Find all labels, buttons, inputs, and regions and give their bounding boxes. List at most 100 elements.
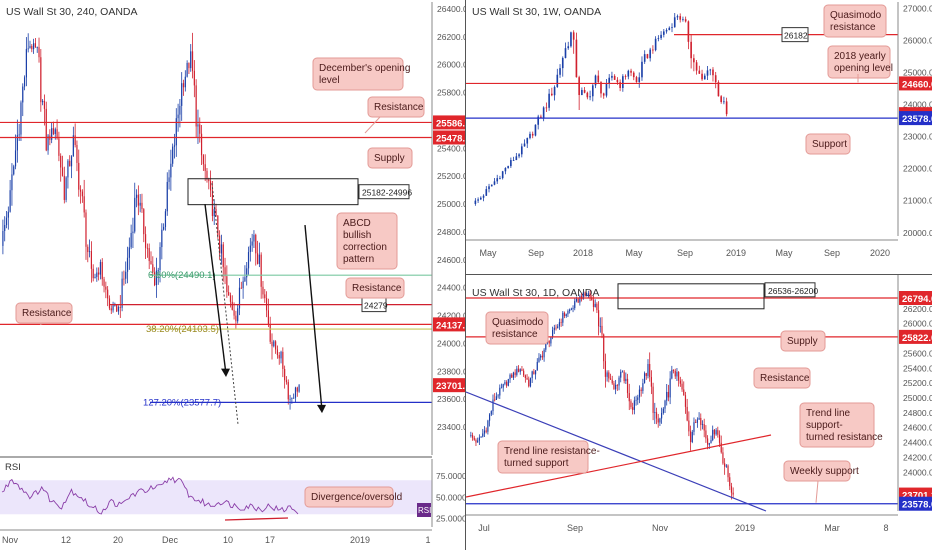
candle-body bbox=[119, 307, 121, 308]
candle-body bbox=[712, 69, 714, 76]
weekly-x-axis-tick-label: May bbox=[775, 248, 793, 258]
candle-body bbox=[29, 45, 31, 49]
candle-body bbox=[650, 377, 652, 387]
candle-body bbox=[146, 247, 148, 249]
candle-body bbox=[579, 296, 581, 303]
candle-body bbox=[197, 124, 199, 127]
weekly-x-axis-tick-label: May bbox=[479, 248, 497, 258]
candle-body bbox=[251, 241, 253, 246]
candle-body bbox=[630, 70, 632, 73]
candle-body bbox=[275, 341, 277, 350]
candle-body bbox=[202, 155, 204, 165]
candle-body bbox=[652, 386, 654, 413]
candle-body bbox=[621, 371, 624, 373]
daily-callout-quasimodo-box bbox=[485, 311, 549, 345]
daily-chart-panel[interactable]: US Wall St 30, 1D, OANDA 26536-26200 Quasi… bbox=[466, 275, 932, 550]
candle-body bbox=[128, 247, 130, 258]
daily-x-axis-tick-label: Jul bbox=[478, 523, 490, 533]
h4-y-axis-tick-label: 25800.0 bbox=[437, 88, 466, 98]
candle-body bbox=[219, 235, 221, 254]
candle-body bbox=[537, 116, 540, 125]
candle-body bbox=[103, 279, 105, 287]
weekly-y-axis-tick-label: 21000.0 bbox=[903, 196, 932, 206]
h4-chart[interactable]: US Wall St 30, 240, OANDA 127.20%(23577.7… bbox=[0, 0, 466, 550]
h4-tag-last: 23701.2 bbox=[436, 381, 466, 392]
h4-tag-25478: 25478.0 bbox=[436, 133, 466, 144]
candle-body bbox=[485, 430, 487, 432]
daily-y-axis-tick-label: 25600.0 bbox=[903, 348, 932, 358]
candle-body bbox=[483, 430, 486, 434]
candle-body bbox=[67, 160, 69, 178]
candle-body bbox=[652, 49, 654, 51]
candle-body bbox=[555, 327, 557, 329]
h4-x-axis-tick-label: 20 bbox=[113, 535, 123, 545]
candle-body bbox=[173, 145, 176, 147]
candle-body bbox=[725, 465, 727, 467]
weekly-chart-panel[interactable]: US Wall St 30, 1W, OANDA 26182 Quasimodo re… bbox=[466, 0, 932, 275]
candle-body bbox=[674, 370, 676, 377]
candle-body bbox=[482, 433, 484, 437]
candle-body bbox=[264, 294, 266, 299]
candle-body bbox=[477, 440, 479, 443]
weekly-y-axis-tick-label: 25000.0 bbox=[903, 68, 932, 78]
candle-body bbox=[688, 420, 690, 432]
candle-body bbox=[199, 124, 201, 134]
daily-callout-quasimodo-text: Quasimodo bbox=[492, 317, 544, 328]
h4-candles bbox=[2, 32, 300, 410]
daily-tag-23578-bg bbox=[899, 496, 932, 511]
candle-body bbox=[188, 62, 190, 69]
candle-body bbox=[567, 46, 570, 49]
h4-rsi-tag: RSI bbox=[418, 506, 431, 515]
candle-body bbox=[523, 370, 525, 376]
candle-body bbox=[233, 309, 235, 316]
h4-chart-panel[interactable]: US Wall St 30, 240, OANDA 127.20%(23577.7… bbox=[0, 0, 466, 550]
candle-body bbox=[682, 19, 684, 21]
candle-body bbox=[92, 268, 94, 279]
candle-body bbox=[98, 272, 100, 275]
candle-body bbox=[540, 355, 542, 358]
candle-body bbox=[13, 166, 15, 175]
candle-body bbox=[649, 49, 651, 59]
candle-body bbox=[5, 217, 8, 226]
candle-body bbox=[108, 298, 111, 309]
daily-y-axis-tick-label: 24400.0 bbox=[903, 438, 932, 448]
candle-body bbox=[657, 418, 659, 423]
h4-x-axis-tick-label: 1 bbox=[425, 535, 430, 545]
candle-body bbox=[291, 397, 293, 399]
candle-body bbox=[247, 252, 250, 269]
daily-chart[interactable]: US Wall St 30, 1D, OANDA 26536-26200 Quasi… bbox=[466, 275, 932, 550]
candle-body bbox=[121, 278, 123, 308]
candle-body bbox=[20, 102, 22, 135]
candle-body bbox=[298, 385, 300, 392]
candle-body bbox=[258, 254, 260, 264]
h4-callout-resistance-mid-text: Resistance bbox=[352, 283, 402, 294]
candle-body bbox=[143, 209, 145, 235]
candle-body bbox=[717, 430, 719, 435]
candle-body bbox=[487, 420, 489, 432]
weekly-chart[interactable]: US Wall St 30, 1W, OANDA 26182 Quasimodore… bbox=[466, 0, 932, 275]
candle-body bbox=[727, 465, 729, 478]
candle-body bbox=[581, 89, 583, 96]
candle-body bbox=[611, 379, 613, 384]
candle-body bbox=[540, 116, 542, 118]
candle-body bbox=[34, 43, 37, 48]
daily-x-axis-tick-label: Nov bbox=[652, 523, 669, 533]
candle-body bbox=[635, 399, 637, 401]
daily-callout-weekly-support-pointer bbox=[815, 480, 819, 503]
candle-body bbox=[703, 75, 706, 80]
h4-x-axis-tick-label: 10 bbox=[223, 535, 233, 545]
candle-body bbox=[572, 32, 575, 40]
candle-body bbox=[570, 32, 572, 47]
candle-body bbox=[603, 334, 605, 362]
candle-body bbox=[262, 286, 264, 295]
candle-body bbox=[695, 422, 697, 423]
candle-body bbox=[529, 378, 532, 387]
candle-body bbox=[510, 160, 512, 167]
candle-body bbox=[181, 83, 183, 106]
candle-body bbox=[471, 435, 474, 438]
candle-body bbox=[534, 124, 537, 136]
candle-body bbox=[480, 436, 482, 438]
candle-body bbox=[577, 298, 579, 303]
candle-body bbox=[134, 197, 136, 232]
